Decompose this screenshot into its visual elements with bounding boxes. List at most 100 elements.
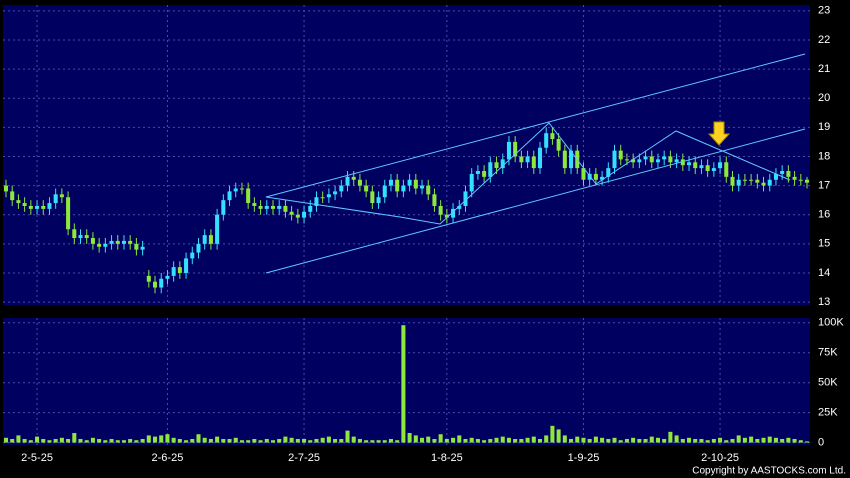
x-tick-label: 2-5-25	[21, 452, 53, 464]
candle-body	[16, 200, 21, 204]
candle-body	[258, 205, 263, 209]
volume-bar	[680, 439, 685, 443]
candle-body	[649, 156, 654, 163]
volume-bar	[10, 439, 15, 443]
volume-bar	[357, 439, 362, 443]
candle-body	[351, 176, 356, 180]
candle-body	[140, 246, 145, 250]
volume-bar	[109, 439, 114, 443]
volume-bar	[376, 440, 381, 443]
volume-bar	[550, 425, 555, 443]
volume-bar	[451, 437, 456, 443]
candle-body	[159, 278, 164, 288]
candle-body	[320, 197, 325, 199]
candle-body	[35, 205, 40, 209]
candle-body	[687, 162, 692, 166]
candle-body	[10, 191, 15, 201]
volume-bar	[146, 435, 151, 443]
volume-bar	[289, 437, 294, 443]
volume-bar	[525, 437, 530, 443]
volume-bar	[128, 439, 133, 443]
y2-tick-label: 25K	[818, 407, 838, 419]
y-tick-label: 22	[818, 34, 830, 46]
y-tick-label: 21	[818, 63, 830, 75]
candle-body	[270, 205, 276, 209]
volume-bar	[121, 440, 126, 443]
volume-bar	[506, 437, 511, 443]
volume-bar	[333, 439, 338, 443]
candle-body	[357, 179, 362, 186]
candle-body	[221, 200, 226, 215]
volume-bar	[593, 436, 598, 443]
candle-body	[395, 179, 400, 192]
candle-body	[401, 185, 406, 192]
candle-body	[755, 179, 760, 183]
volume-bar	[705, 440, 710, 443]
candle-body	[544, 133, 549, 148]
candle-body	[302, 211, 307, 218]
volume-bar	[339, 439, 344, 443]
candle-body	[767, 179, 772, 186]
volume-bar	[382, 440, 387, 443]
candle-body	[171, 267, 176, 276]
arrow	[707, 121, 731, 146]
y-tick-label: 20	[818, 92, 830, 104]
y2-tick-label: 75K	[818, 347, 838, 359]
volume-bar	[730, 439, 735, 443]
volume-bar	[494, 437, 499, 443]
candle-body	[72, 229, 77, 239]
candle-body	[103, 243, 108, 247]
candle-body	[711, 168, 716, 172]
x-tick-label: 2-7-25	[288, 452, 320, 464]
volume-bar	[258, 440, 263, 443]
candle-body	[66, 197, 71, 230]
candle-body	[432, 194, 437, 206]
candle-body	[59, 194, 64, 198]
volume-bar	[420, 437, 425, 443]
volume-bar	[233, 437, 238, 443]
volume-bar	[612, 437, 617, 443]
candle-body	[513, 141, 518, 157]
volume-bar	[699, 439, 704, 443]
candle-body	[239, 188, 244, 190]
candle-body	[289, 211, 294, 215]
volume-bar	[202, 437, 207, 443]
candle-body	[451, 208, 456, 218]
volume-panel	[3, 318, 810, 445]
volume-bar	[153, 436, 158, 443]
volume-bar	[103, 440, 108, 443]
volume-bar	[519, 439, 524, 443]
candle-body	[736, 179, 741, 186]
volume-bar	[364, 440, 369, 443]
candle-body	[569, 150, 574, 169]
candle-body	[463, 191, 468, 206]
volume-bar	[463, 439, 468, 443]
candle-body	[202, 235, 207, 244]
candle-body	[606, 168, 611, 177]
candle-body	[295, 214, 300, 218]
y-tick-label: 19	[818, 121, 830, 133]
volume-bar	[482, 440, 487, 443]
volume-bar	[736, 435, 741, 443]
volume-bar	[221, 439, 226, 443]
candle-body	[283, 205, 288, 212]
candle-body	[500, 159, 505, 169]
candle-body	[84, 235, 89, 239]
y-tick-label: 13	[818, 296, 830, 308]
candle-body	[47, 203, 52, 209]
y-tick-label: 17	[818, 179, 830, 191]
volume-bar	[277, 439, 282, 443]
volume-bar	[792, 439, 797, 443]
x-tick-label: 1-8-25	[431, 452, 463, 464]
candle-body	[562, 150, 567, 169]
candle-body	[618, 150, 623, 160]
candle-body	[438, 205, 443, 215]
volume-bar	[215, 436, 220, 443]
volume-bar	[643, 439, 648, 443]
volume-bar	[606, 439, 611, 443]
volume-bar	[413, 435, 418, 443]
candle-body	[41, 205, 46, 209]
candle-body	[345, 176, 350, 186]
candle-body	[506, 141, 511, 160]
